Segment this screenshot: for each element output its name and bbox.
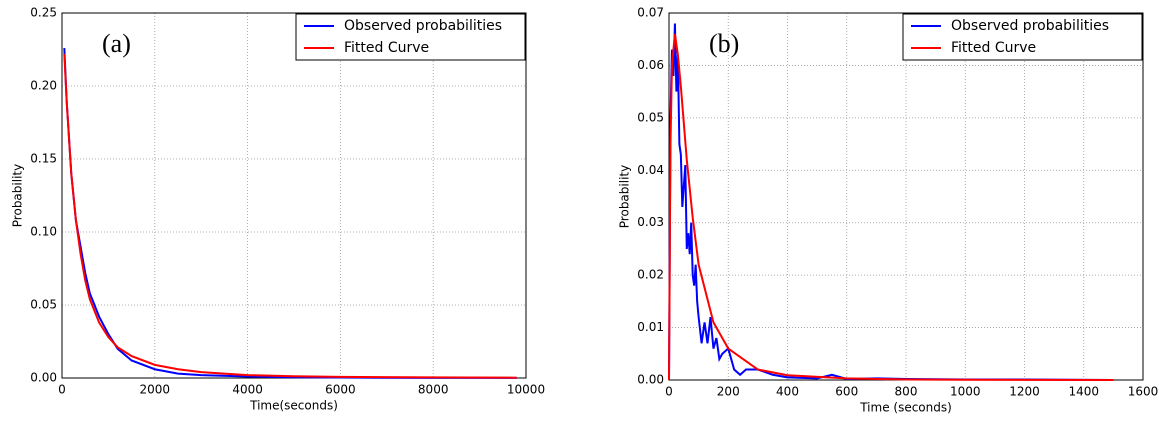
legend-label: Fitted Curve: [344, 40, 429, 56]
legend-label: Observed probabilities: [344, 18, 502, 34]
y-tick-label: 0.02: [637, 268, 664, 282]
y-tick-label: 0.04: [637, 163, 664, 177]
y-tick-label: 0.20: [30, 79, 57, 93]
x-tick-label: 0: [58, 383, 66, 397]
y-axis-label: Probability: [618, 165, 632, 228]
y-axis-label: Probability: [11, 164, 25, 227]
plot-frame: [61, 12, 527, 379]
legend-label: Observed probabilities: [951, 18, 1109, 34]
legend-box: [295, 13, 526, 61]
x-tick-label: 4000: [232, 383, 263, 397]
y-tick-label: 0.03: [637, 215, 664, 229]
annotation: (a): [102, 29, 131, 58]
x-axis-label: Time (seconds): [859, 401, 952, 415]
data-line: [668, 23, 1114, 381]
x-tick-label: 400: [776, 385, 799, 399]
data-line: [668, 33, 1114, 381]
annotation: (b): [709, 29, 739, 58]
y-tick-label: 0.00: [637, 373, 664, 387]
legend-label: Fitted Curve: [951, 40, 1036, 56]
data-line: [63, 53, 517, 379]
x-tick-label: 6000: [325, 383, 356, 397]
x-tick-label: 10000: [507, 383, 545, 397]
x-tick-label: 800: [895, 385, 918, 399]
x-tick-label: 600: [835, 385, 858, 399]
x-tick-label: 8000: [418, 383, 449, 397]
x-tick-label: 1000: [950, 385, 981, 399]
legend-box: [902, 13, 1143, 61]
y-tick-label: 0.05: [30, 298, 57, 312]
y-tick-label: 0.00: [30, 371, 57, 385]
y-tick-label: 0.10: [30, 225, 57, 239]
y-tick-label: 0.15: [30, 152, 57, 166]
x-axis-label: Time(seconds): [249, 399, 338, 413]
x-tick-label: 1400: [1068, 385, 1099, 399]
y-tick-label: 0.05: [637, 110, 664, 124]
y-tick-label: 0.06: [637, 58, 664, 72]
x-tick-label: 1600: [1128, 385, 1159, 399]
x-tick-label: 1200: [1009, 385, 1040, 399]
y-tick-label: 0.25: [30, 6, 57, 20]
x-tick-label: 0: [665, 385, 673, 399]
data-line: [63, 47, 517, 379]
y-tick-label: 0.01: [637, 320, 664, 334]
x-tick-label: 200: [717, 385, 740, 399]
y-tick-label: 0.07: [637, 6, 664, 20]
x-tick-label: 2000: [140, 383, 171, 397]
